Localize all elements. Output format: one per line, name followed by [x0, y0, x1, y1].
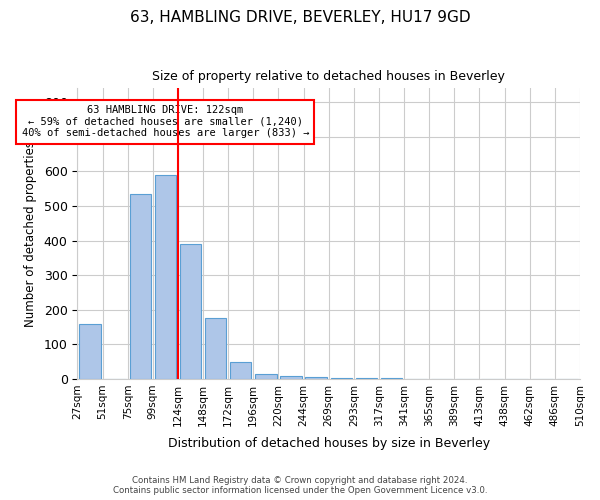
Bar: [205, 318, 226, 379]
Bar: [331, 378, 352, 379]
Text: Contains HM Land Registry data © Crown copyright and database right 2024.
Contai: Contains HM Land Registry data © Crown c…: [113, 476, 487, 495]
X-axis label: Distribution of detached houses by size in Beverley: Distribution of detached houses by size …: [167, 437, 490, 450]
Text: 63, HAMBLING DRIVE, BEVERLEY, HU17 9GD: 63, HAMBLING DRIVE, BEVERLEY, HU17 9GD: [130, 10, 470, 25]
Bar: [356, 378, 377, 379]
Bar: [79, 324, 101, 379]
Bar: [180, 244, 201, 379]
Y-axis label: Number of detached properties: Number of detached properties: [24, 140, 37, 326]
Bar: [305, 377, 327, 379]
Text: 63 HAMBLING DRIVE: 122sqm
← 59% of detached houses are smaller (1,240)
40% of se: 63 HAMBLING DRIVE: 122sqm ← 59% of detac…: [22, 105, 309, 138]
Bar: [255, 374, 277, 379]
Bar: [230, 362, 251, 379]
Bar: [280, 376, 302, 379]
Bar: [130, 194, 151, 379]
Bar: [381, 378, 402, 379]
Title: Size of property relative to detached houses in Beverley: Size of property relative to detached ho…: [152, 70, 505, 83]
Bar: [155, 175, 176, 379]
